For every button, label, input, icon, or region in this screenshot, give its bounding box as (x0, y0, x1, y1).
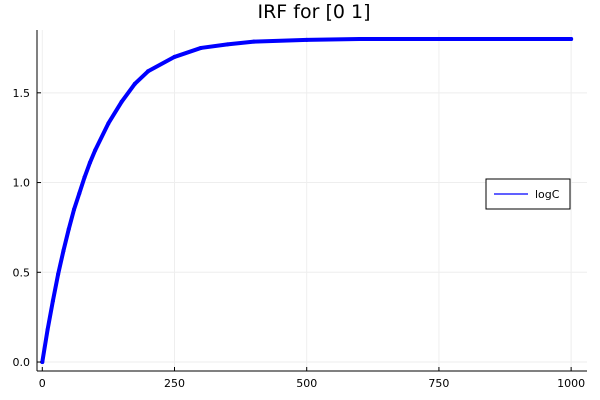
x-tick-label-2: 500 (296, 377, 317, 390)
ticks-layer: 0 250 500 750 1000 0.0 0.5 1.0 1.5 (13, 87, 586, 390)
data-point-logC-2 (50, 299, 55, 304)
data-point-logC-23 (516, 36, 521, 41)
data-point-logC-0 (40, 360, 45, 365)
data-point-logC-3 (56, 272, 61, 277)
data-point-logC-24 (569, 36, 574, 41)
legend-label-logC: logC (535, 188, 560, 201)
y-tick-label-0: 0.0 (13, 356, 31, 369)
data-point-logC-1 (45, 327, 50, 332)
y-tick-label-2: 1.0 (13, 177, 31, 190)
data-point-logC-22 (463, 36, 468, 41)
data-point-logC-7 (77, 191, 82, 196)
data-point-logC-18 (251, 39, 256, 44)
chart-title: IRF for [0 1] (258, 1, 371, 23)
data-point-logC-8 (82, 175, 87, 180)
x-tick-label-3: 750 (428, 377, 449, 390)
data-point-logC-12 (119, 99, 124, 104)
axes-layer (36, 30, 587, 372)
data-point-logC-21 (410, 36, 415, 41)
x-tick-label-1: 250 (164, 377, 185, 390)
data-point-logC-10 (93, 148, 98, 153)
data-point-logC-19 (304, 37, 309, 42)
x-tick-label-4: 1000 (557, 377, 585, 390)
data-point-logC-17 (225, 42, 230, 47)
legend: logC (485, 178, 571, 210)
data-point-logC-11 (106, 121, 111, 126)
y-tick-label-1: 0.5 (13, 266, 31, 279)
data-point-logC-4 (61, 248, 66, 253)
data-point-logC-16 (198, 45, 203, 50)
data-point-logC-14 (146, 69, 151, 74)
series-layer (40, 36, 574, 365)
grid-layer (37, 30, 587, 371)
data-point-logC-9 (87, 160, 92, 165)
data-point-logC-6 (72, 207, 77, 212)
data-point-logC-15 (172, 54, 177, 59)
data-point-logC-5 (66, 227, 71, 232)
data-point-logC-13 (132, 81, 137, 86)
y-tick-label-3: 1.5 (13, 87, 31, 100)
x-tick-label-0: 0 (39, 377, 46, 390)
data-point-logC-20 (357, 36, 362, 41)
